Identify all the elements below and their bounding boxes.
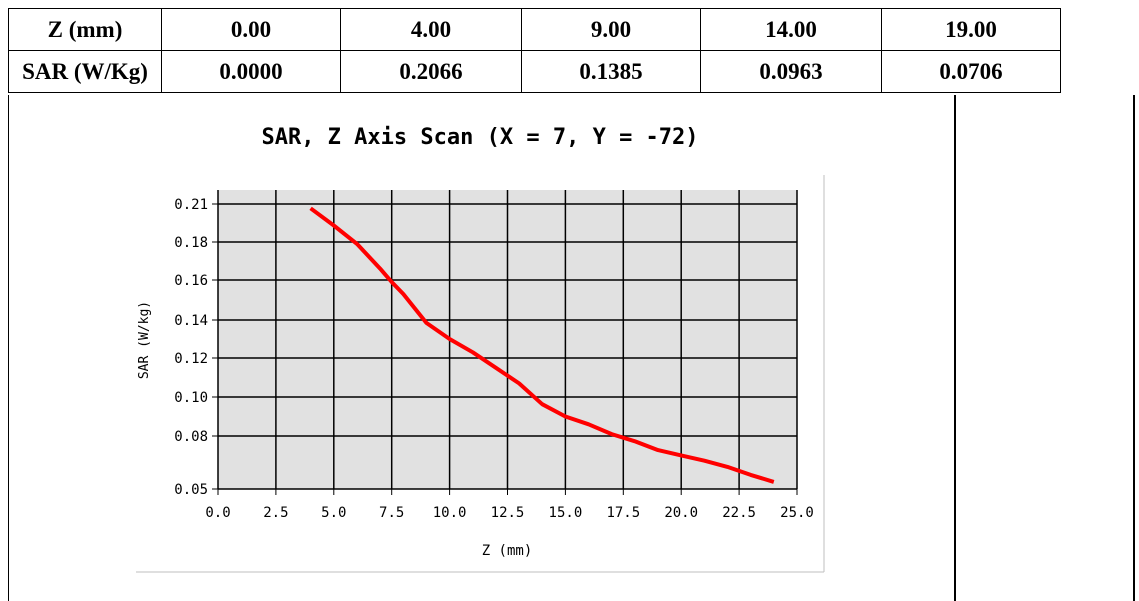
table-cell: 0.1385 [521, 50, 701, 93]
y-tick-label: 0.10 [174, 390, 208, 406]
x-tick-label: 12.5 [491, 505, 525, 521]
x-tick-label: 2.5 [263, 505, 288, 521]
chart-cell-left [8, 95, 955, 601]
sar-data-table: Z (mm) 0.00 4.00 9.00 14.00 19.00 SAR (W… [8, 8, 1061, 93]
x-tick-label: 25.0 [780, 505, 814, 521]
table-cell: 0.00 [161, 8, 341, 51]
y-tick-label: 0.08 [174, 429, 208, 445]
grid-lines [217, 190, 798, 490]
y-axis-label: SAR (W/kg) [137, 301, 152, 379]
y-tick-label: 0.18 [174, 235, 208, 251]
x-axis-label: Z (mm) [482, 543, 533, 559]
y-tick-label: 0.21 [174, 197, 208, 213]
cell-border-right [1133, 95, 1135, 601]
chart-title: SAR, Z Axis Scan (X = 7, Y = -72) [261, 125, 698, 150]
chart-frame [136, 175, 825, 573]
y-tick-label: 0.12 [174, 351, 208, 367]
x-tick-label: 10.0 [433, 505, 467, 521]
y-tick-label: 0.05 [174, 482, 208, 498]
x-tick-label: 15.0 [549, 505, 583, 521]
x-tick-label: 17.5 [606, 505, 640, 521]
x-tick-label: 20.0 [664, 505, 698, 521]
table-cell: 0.0963 [700, 50, 882, 93]
x-tick-label: 5.0 [321, 505, 346, 521]
row-header: Z (mm) [8, 8, 162, 51]
x-tick-label: 0.0 [205, 505, 230, 521]
y-tick-label: 0.14 [174, 313, 208, 329]
sar-series-line [309, 206, 775, 484]
y-axis-ticks: 0.21 0.18 0.16 0.14 0.12 0.10 0.08 0.05 [174, 197, 218, 498]
table-cell: 4.00 [340, 8, 522, 51]
table-cell: 0.0706 [881, 50, 1061, 93]
table-cell: 19.00 [881, 8, 1061, 51]
table-cell: 0.2066 [340, 50, 522, 93]
x-axis-ticks: 0.0 2.5 5.0 7.5 10.0 12.5 15.0 17.5 20.0 22.5 25.0 [205, 489, 814, 521]
cell-divider [954, 95, 956, 601]
row-header: SAR (W/Kg) [8, 50, 162, 93]
table-cell: 0.0000 [161, 50, 341, 93]
x-tick-label: 22.5 [722, 505, 756, 521]
table-row: SAR (W/Kg) 0.0000 0.2066 0.1385 0.0963 0… [8, 50, 1061, 93]
y-tick-label: 0.16 [174, 273, 208, 289]
x-tick-label: 7.5 [379, 505, 404, 521]
chart-cell [8, 95, 1135, 601]
